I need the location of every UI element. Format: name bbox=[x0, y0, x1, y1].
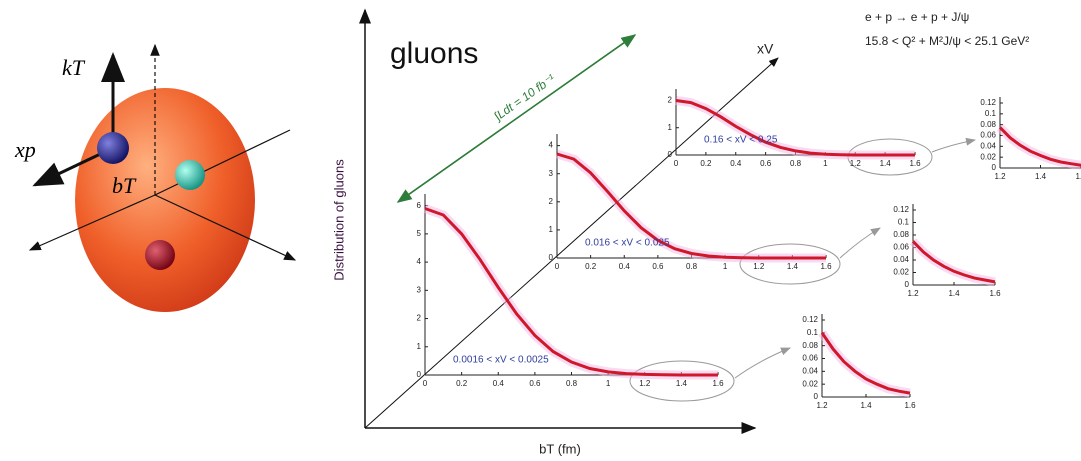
y-tick-label: 2 bbox=[668, 96, 673, 105]
x-tick-label: 0 bbox=[555, 262, 560, 271]
x-tick-label: 0.4 bbox=[619, 262, 631, 271]
y-tick-label: 0.08 bbox=[893, 230, 909, 239]
x-tick-label: 1.4 bbox=[948, 289, 960, 298]
x-tick-label: 1.2 bbox=[816, 401, 828, 410]
x-tick-label: 1.4 bbox=[1035, 172, 1047, 181]
x-axis-label: bT (fm) bbox=[539, 441, 581, 456]
x-tick-label: 1.6 bbox=[1075, 172, 1081, 181]
x-tick-label: 0.6 bbox=[529, 379, 541, 388]
x-tick-label: 0.2 bbox=[585, 262, 597, 271]
x-tick-label: 1.6 bbox=[989, 289, 1001, 298]
gluon-curve bbox=[822, 333, 910, 393]
y-tick-label: 0.02 bbox=[893, 268, 909, 277]
y-tick-label: 0.12 bbox=[893, 205, 909, 214]
x-tick-label: 1.4 bbox=[676, 379, 688, 388]
y-tick-label: 4 bbox=[549, 141, 554, 150]
y-tick-label: 0.06 bbox=[802, 354, 818, 363]
x-tick-label: 1.6 bbox=[820, 262, 832, 271]
y-tick-label: 0 bbox=[549, 253, 554, 262]
y-tick-label: 0 bbox=[417, 370, 422, 379]
x-tick-label: 1 bbox=[823, 159, 828, 168]
glow bbox=[425, 209, 718, 376]
x-tick-label: 1 bbox=[723, 262, 728, 271]
y-tick-label: 0.06 bbox=[980, 131, 996, 140]
glow bbox=[1000, 127, 1081, 165]
y-tick-label: 0.1 bbox=[985, 109, 997, 118]
x-tick-label: 0.4 bbox=[730, 159, 742, 168]
y-tick-label: 0 bbox=[992, 163, 997, 172]
y-tick-label: 1 bbox=[417, 342, 422, 351]
kinematics: 15.8 < Q² + M²J/ψ < 25.1 GeV² bbox=[865, 34, 1029, 48]
x-tick-label: 1.4 bbox=[860, 401, 872, 410]
y-tick-label: 0.1 bbox=[807, 328, 819, 337]
y-tick-label: 0.04 bbox=[893, 255, 909, 264]
y-tick-label: 3 bbox=[417, 285, 422, 294]
kt-label: kT bbox=[62, 55, 86, 80]
y-tick-label: 0.1 bbox=[898, 218, 910, 227]
y-tick-label: 0.08 bbox=[980, 120, 996, 129]
figure: kT xp bT ∫Ldt = 10 fb⁻¹ gluons Distribut… bbox=[0, 0, 1081, 461]
glow bbox=[676, 101, 915, 156]
y-tick-label: 4 bbox=[417, 257, 422, 266]
y-tick-label: 0.08 bbox=[802, 341, 818, 350]
glow bbox=[822, 333, 910, 393]
xp-label: xp bbox=[14, 137, 36, 162]
bt-label: bT bbox=[112, 173, 137, 198]
y-tick-label: 1 bbox=[549, 225, 554, 234]
x-tick-label: 0.2 bbox=[456, 379, 468, 388]
y-tick-label: 0.06 bbox=[893, 243, 909, 252]
x-tick-label: 0.6 bbox=[760, 159, 772, 168]
x-range-label: 0.16 < xV < 0.25 bbox=[704, 135, 778, 146]
x-tick-label: 0.2 bbox=[700, 159, 712, 168]
x-tick-label: 0.4 bbox=[493, 379, 505, 388]
proton: kT xp bT bbox=[14, 45, 295, 312]
x-tick-label: 0.8 bbox=[790, 159, 802, 168]
luminosity: ∫Ldt = 10 fb⁻¹ bbox=[491, 71, 558, 124]
y-tick-label: 0.12 bbox=[802, 315, 818, 324]
x-range-label: 0.016 < xV < 0.025 bbox=[585, 238, 670, 249]
x-tick-label: 0 bbox=[423, 379, 428, 388]
y-tick-label: 0.02 bbox=[980, 152, 996, 161]
x-tick-label: 1.6 bbox=[909, 159, 921, 168]
y-tick-label: 0 bbox=[905, 280, 910, 289]
x-tick-label: 1.2 bbox=[639, 379, 651, 388]
gluon-curve bbox=[425, 209, 718, 376]
y-tick-label: 0 bbox=[814, 392, 819, 401]
y-tick-label: 2 bbox=[417, 314, 422, 323]
title: gluons bbox=[390, 37, 478, 70]
x-tick-label: 1.2 bbox=[994, 172, 1006, 181]
y-tick-label: 0.12 bbox=[980, 98, 996, 107]
x-tick-label: 1.6 bbox=[712, 379, 724, 388]
x-tick-label: 1.4 bbox=[787, 262, 799, 271]
y-tick-label: 3 bbox=[549, 169, 554, 178]
x-tick-label: 1.4 bbox=[880, 159, 892, 168]
y-tick-label: 5 bbox=[417, 229, 422, 238]
x-tick-label: 0 bbox=[674, 159, 679, 168]
y-tick-label: 0.04 bbox=[980, 141, 996, 150]
diagonal-axis-label: xV bbox=[757, 41, 774, 57]
x-tick-label: 0.8 bbox=[566, 379, 578, 388]
y-tick-label: 0.02 bbox=[802, 379, 818, 388]
x-tick-label: 1.2 bbox=[753, 262, 765, 271]
x-tick-label: 1.2 bbox=[907, 289, 919, 298]
y-tick-label: 0 bbox=[668, 150, 673, 159]
process: e + p → e + p + J/ψ bbox=[865, 10, 969, 24]
x-tick-label: 1.2 bbox=[850, 159, 862, 168]
x-tick-label: 1.6 bbox=[904, 401, 916, 410]
x-tick-label: 0.8 bbox=[686, 262, 698, 271]
y-tick-label: 2 bbox=[549, 197, 554, 206]
y-axis-label: Distribution of gluons bbox=[331, 159, 346, 281]
y-tick-label: 6 bbox=[417, 201, 422, 210]
x-tick-label: 0.6 bbox=[652, 262, 664, 271]
y-tick-label: 1 bbox=[668, 123, 673, 132]
x-range-label: 0.0016 < xV < 0.0025 bbox=[453, 355, 549, 366]
glow bbox=[913, 241, 995, 282]
y-tick-label: 0.04 bbox=[802, 366, 818, 375]
x-tick-label: 1 bbox=[606, 379, 611, 388]
